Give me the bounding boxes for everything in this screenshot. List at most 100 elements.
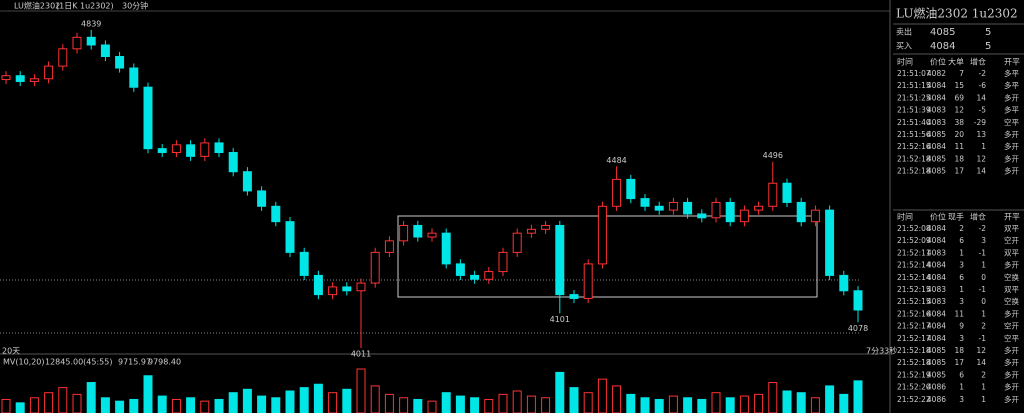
symbol[interactable]: LU燃油2302 [14, 1, 60, 11]
candle-body [683, 201, 693, 215]
table-cell: 4084 [927, 93, 946, 102]
table-cell: 4084 [927, 236, 946, 245]
table-cell: 17 [954, 358, 964, 367]
volume-bar [583, 392, 593, 413]
table-header: 大单 [948, 57, 964, 67]
table-cell: 14 [976, 93, 986, 102]
table-cell: 4084 [927, 334, 946, 343]
candle-body [72, 36, 82, 50]
candle-body [839, 274, 849, 292]
volume-bar [328, 392, 338, 413]
table-cell: 4086 [927, 395, 946, 404]
table-cell: 6 [959, 370, 964, 379]
candle-body [541, 224, 551, 230]
table-cell: 多开 [1004, 260, 1019, 270]
candle-body [782, 182, 792, 203]
table-cell: 21:52:20 [897, 383, 931, 392]
table-cell: 空开 [1004, 235, 1019, 245]
candle-body [384, 240, 394, 253]
volume-bar [313, 383, 323, 413]
table-header: 价位 [930, 57, 946, 67]
candle-body [484, 271, 494, 280]
candle-body [470, 274, 480, 280]
quote-label: 买入 [896, 42, 912, 51]
volume-bar [257, 395, 267, 413]
indicator-name: MV(10,20) [3, 358, 45, 367]
volume-bar [356, 368, 366, 413]
table-cell: 多开 [1004, 345, 1019, 355]
table-cell: 21:52:18 [897, 167, 931, 176]
table-cell: 1 [981, 395, 986, 404]
candle-body [271, 205, 281, 223]
table-cell: 21:51:56 [897, 130, 931, 139]
volume-bar [342, 388, 352, 413]
table-header: 增仓 [970, 212, 986, 222]
quote-qty: 5 [985, 41, 991, 52]
table-cell: 4083 [927, 285, 946, 294]
volume-bar [739, 395, 749, 413]
period[interactable]: 30分钟 [122, 1, 148, 11]
table-cell: -2 [979, 69, 987, 78]
volume-bar [498, 393, 508, 413]
volume-bar [399, 397, 409, 413]
table-header: 时间 [897, 57, 913, 67]
quote-price: 4084 [930, 41, 955, 52]
table-header: 时间 [897, 212, 913, 222]
volume-bar [186, 397, 196, 413]
volume-bar [242, 388, 252, 413]
table-cell: 6 [959, 236, 964, 245]
table-cell: 4085 [927, 167, 946, 176]
volume-bar [413, 398, 423, 413]
table-cell: 21:52:17 [897, 322, 931, 331]
footer-left: 20天 [2, 347, 20, 356]
quote-qty: 5 [985, 27, 991, 38]
price-label: 4484 [606, 156, 626, 165]
price-label: 4839 [81, 20, 101, 29]
volume-bar [29, 397, 39, 413]
volume-bar [768, 382, 778, 413]
indicator-value: 9715.97 [118, 358, 151, 367]
volume-bar [285, 390, 295, 413]
volume-bar [214, 398, 224, 413]
table-cell: 多开 [1004, 382, 1019, 392]
volume-bar [115, 400, 125, 413]
price-label: 4496 [763, 151, 783, 160]
table-cell: 21:52:14 [897, 261, 931, 270]
table-cell: -2 [979, 224, 987, 233]
quote-price: 4085 [930, 27, 955, 38]
table-cell: 1 [981, 309, 986, 318]
table-cell: 21:52:17 [897, 334, 931, 343]
table-cell: 0 [981, 297, 986, 306]
candle-body [810, 209, 820, 223]
table-cell: 0 [981, 273, 986, 282]
table-cell: 21:52:08 [897, 224, 931, 233]
table-cell: 多开 [1004, 92, 1019, 102]
table-cell: 多平 [1004, 80, 1019, 90]
table-cell: 多平 [1004, 105, 1019, 115]
table-cell: 双平 [1004, 285, 1019, 294]
table-cell: 4083 [927, 248, 946, 257]
candle-body [328, 286, 338, 296]
table-header: 开平 [1004, 213, 1020, 222]
candle-body [58, 48, 68, 67]
candle-body [399, 224, 409, 242]
table-cell: 17 [954, 167, 964, 176]
candle-body [100, 44, 110, 57]
table-cell: 3 [981, 236, 986, 245]
table-cell: -6 [979, 81, 987, 90]
table-cell: 3 [959, 395, 964, 404]
table-cell: 空平 [1004, 117, 1019, 127]
table-cell: 6 [959, 273, 964, 282]
volume-bar [512, 390, 522, 413]
table-cell: 21:52:15 [897, 297, 931, 306]
candle-body [512, 232, 522, 253]
table-cell: 7 [959, 69, 964, 78]
volume-bar [86, 382, 96, 413]
indicator-value: 9798.40 [148, 358, 181, 367]
candle-body [498, 251, 508, 273]
table-cell: 11 [954, 142, 964, 151]
table-cell: 4085 [927, 154, 946, 163]
volume-bar [526, 395, 536, 413]
volume-bar [626, 393, 636, 413]
candle-body [86, 36, 96, 46]
